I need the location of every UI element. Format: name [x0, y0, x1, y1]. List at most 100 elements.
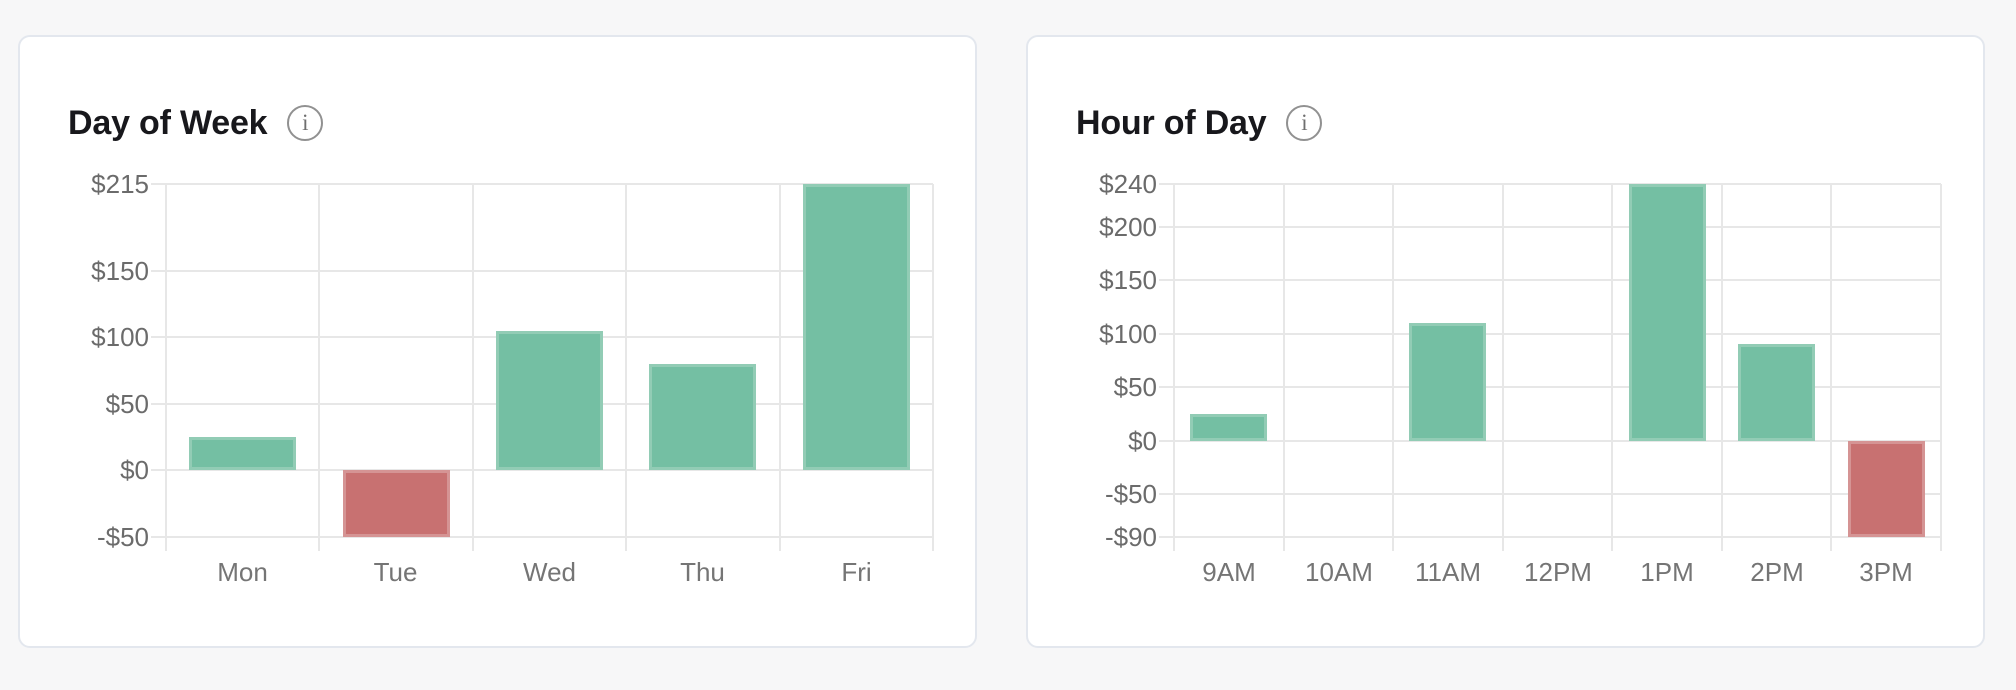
gridline	[1174, 536, 1941, 538]
gridline	[1174, 493, 1941, 496]
y-axis-tick	[1159, 332, 1174, 335]
gridline	[1174, 439, 1941, 442]
y-axis-tick	[1159, 536, 1174, 538]
y-axis-label: $240	[1099, 169, 1157, 199]
x-axis-tick	[1611, 537, 1614, 551]
hour-of-day-chart: $240 $200 $150 $100 $50 $0 -$50 -$90 9AM 10AM 11AM…	[1028, 37, 1983, 646]
x-axis-tick	[165, 537, 167, 551]
info-icon[interactable]: i	[287, 105, 324, 141]
x-axis-label: 1PM	[1640, 557, 1694, 587]
x-axis-label: 10AM	[1305, 557, 1373, 587]
y-axis-label: -$90	[1104, 522, 1157, 552]
gridline	[318, 184, 321, 537]
x-axis-label: Mon	[217, 557, 268, 587]
x-axis-tick	[1173, 537, 1175, 551]
y-axis-tick	[151, 269, 166, 272]
info-icon-glyph: i	[1301, 109, 1308, 135]
y-axis-label: -$50	[1104, 479, 1157, 510]
gridline	[1611, 184, 1614, 537]
x-axis-label: Wed	[523, 557, 576, 587]
card-title: Hour of Day	[1076, 104, 1267, 142]
x-axis-label: Tue	[373, 557, 418, 587]
y-axis-label: $150	[1099, 265, 1157, 296]
gridline	[1174, 332, 1941, 335]
x-axis-tick	[778, 537, 781, 551]
gridline	[932, 184, 934, 537]
y-axis-label: $100	[91, 322, 149, 353]
y-axis-tick	[1159, 279, 1174, 282]
y-axis-tick	[151, 336, 166, 339]
y-axis-tick	[151, 536, 166, 538]
gridline	[166, 183, 933, 185]
y-axis-label: -$50	[96, 522, 149, 552]
x-axis-tick	[1830, 537, 1833, 551]
y-axis-tick	[1159, 439, 1174, 442]
bar-tue[interactable]	[343, 470, 450, 537]
x-axis-tick	[318, 537, 321, 551]
bar-3pm[interactable]	[1848, 440, 1925, 537]
gridline	[1174, 279, 1941, 282]
hour-of-day-card: Hour of Day i $240 $200 $150 $100 $50 $0 -$50 -…	[1026, 35, 1985, 648]
y-axis-label: $50	[1113, 372, 1157, 403]
y-axis-label: $0	[120, 455, 149, 486]
gridline	[1940, 184, 1942, 537]
bar-wed[interactable]	[496, 330, 603, 471]
x-axis-label: Fri	[841, 557, 872, 587]
gridline	[1174, 386, 1941, 389]
y-axis-label: $200	[1099, 211, 1157, 242]
gridline	[1282, 184, 1285, 537]
bar-1pm[interactable]	[1629, 184, 1706, 441]
x-axis-tick	[932, 537, 934, 551]
info-icon[interactable]: i	[1286, 105, 1323, 141]
y-axis-tick	[1159, 386, 1174, 389]
x-axis-label: 2PM	[1750, 557, 1804, 587]
x-axis-label: 11AM	[1415, 557, 1481, 587]
y-axis-label: $150	[91, 255, 149, 286]
gridline	[1501, 184, 1504, 537]
x-axis-tick	[1392, 537, 1395, 551]
x-axis-tick	[625, 537, 628, 551]
y-axis-label: $215	[91, 169, 149, 199]
gridline	[1174, 225, 1941, 228]
gridline	[778, 184, 781, 537]
gridline	[165, 184, 167, 537]
bar-2pm[interactable]	[1738, 344, 1815, 441]
day-of-week-card: Day of Week i $215 $150 $100 $50 $0 -$50 Mon Tu…	[18, 35, 977, 648]
card-header: Day of Week i	[68, 103, 324, 143]
gridline	[1173, 184, 1175, 537]
x-axis-tick	[1940, 537, 1942, 551]
y-axis-tick	[1159, 225, 1174, 228]
gridline	[1720, 184, 1723, 537]
gridline	[166, 269, 933, 272]
card-title: Day of Week	[68, 104, 268, 142]
gridline	[1174, 183, 1941, 185]
x-axis-label: Thu	[680, 557, 725, 587]
gridline	[1830, 184, 1833, 537]
bar-thu[interactable]	[649, 363, 756, 471]
y-axis-label: $50	[105, 388, 149, 419]
y-axis-tick	[151, 183, 166, 185]
bar-mon[interactable]	[189, 437, 296, 471]
y-axis-label: $0	[1128, 425, 1157, 456]
bar-9am[interactable]	[1190, 413, 1267, 441]
y-axis-tick	[1159, 493, 1174, 496]
gridline	[166, 536, 933, 538]
gridline	[471, 184, 474, 537]
y-axis-label: $100	[1099, 318, 1157, 349]
x-axis-label: 3PM	[1859, 557, 1913, 587]
x-axis-tick	[471, 537, 474, 551]
x-axis-tick	[1720, 537, 1723, 551]
y-axis-tick	[151, 469, 166, 472]
day-of-week-chart: $215 $150 $100 $50 $0 -$50 Mon Tue Wed Thu Fri	[20, 37, 975, 646]
x-axis-label: 9AM	[1202, 557, 1256, 587]
bar-fri[interactable]	[803, 184, 910, 471]
y-axis-tick	[1159, 183, 1174, 185]
x-axis-tick	[1501, 537, 1504, 551]
gridline	[1392, 184, 1395, 537]
x-axis-label: 12PM	[1524, 557, 1592, 587]
bar-11am[interactable]	[1409, 323, 1486, 441]
gridline	[625, 184, 628, 537]
info-icon-glyph: i	[302, 109, 309, 135]
y-axis-tick	[151, 402, 166, 405]
